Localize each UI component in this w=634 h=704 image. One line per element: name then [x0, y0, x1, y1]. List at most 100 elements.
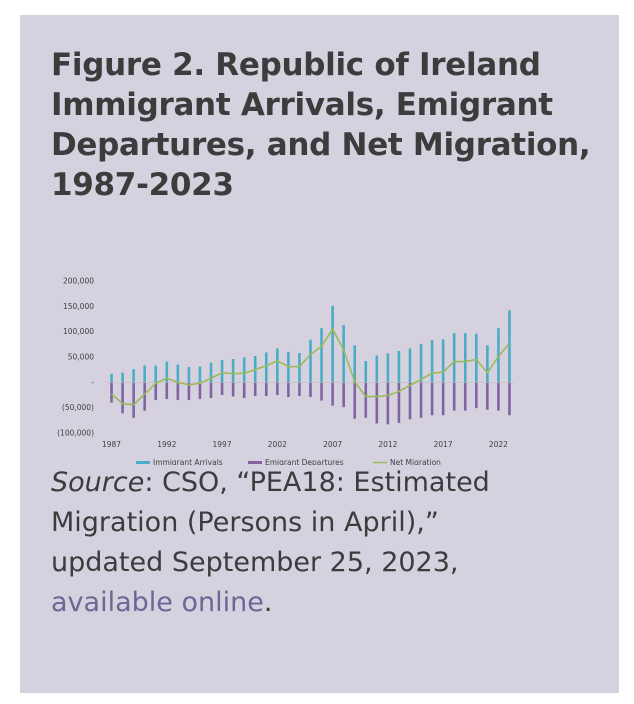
bar-emigrant-departures-1995 [198, 382, 202, 400]
source-line-2: Migration (Persons in April),” [51, 507, 439, 538]
bar-emigrant-departures-1993 [176, 382, 180, 401]
bar-emigrant-departures-2007 [331, 382, 334, 406]
source-end-period: . [263, 587, 273, 618]
x-tick-label: 1997 [213, 440, 232, 449]
bar-emigrant-departures-2008 [342, 382, 345, 408]
bar-emigrant-departures-1989 [132, 382, 135, 418]
source-line-1-rest: : CSO, “PEA18: Estimated [144, 467, 490, 498]
bar-immigrant-arrivals-2014 [408, 348, 412, 383]
bar-immigrant-arrivals-2010 [364, 361, 368, 383]
bar-immigrant-arrivals-1998 [231, 359, 235, 383]
bar-emigrant-departures-1992 [165, 382, 169, 400]
y-tick-label: 50,000 [68, 353, 94, 362]
bar-emigrant-departures-2002 [276, 382, 279, 395]
bar-emigrant-departures-1996 [209, 382, 213, 399]
bar-immigrant-arrivals-2022 [497, 328, 500, 383]
bar-immigrant-arrivals-2023 [508, 310, 511, 383]
x-tick-label: 1987 [102, 440, 121, 449]
bar-immigrant-arrivals-2021 [486, 345, 489, 383]
bar-emigrant-departures-2011 [375, 382, 379, 424]
source-line-1: Source: CSO, “PEA18: Estimated [51, 463, 591, 503]
bar-immigrant-arrivals-1990 [143, 365, 146, 383]
bar-emigrant-departures-1997 [220, 382, 224, 395]
y-axis-tick-labels: 200,000 150,000 100,000 50,000 - (50,000) (100… [57, 277, 94, 438]
bar-immigrant-arrivals-1988 [121, 372, 124, 383]
title-line-4: 1987-2023 [51, 167, 234, 203]
bar-emigrant-departures-2000 [253, 382, 257, 397]
bar-series [110, 305, 511, 425]
bar-immigrant-arrivals-1997 [220, 360, 224, 383]
x-tick-label: 2007 [323, 440, 342, 449]
bar-immigrant-arrivals-2004 [298, 352, 301, 383]
available-online-link[interactable]: available online [51, 587, 264, 618]
migration-chart: 200,000 150,000 100,000 50,000 - (50,000) (100… [57, 277, 515, 465]
bar-emigrant-departures-1994 [187, 382, 191, 401]
bar-emigrant-departures-2015 [419, 382, 423, 418]
bar-emigrant-departures-2005 [309, 382, 312, 398]
title-line-1: Figure 2. Republic of Ireland [51, 47, 541, 83]
bar-immigrant-arrivals-2013 [397, 350, 401, 383]
bar-emigrant-departures-2006 [320, 382, 323, 401]
bar-emigrant-departures-2017 [441, 382, 445, 416]
bar-emigrant-departures-1999 [242, 382, 246, 399]
bar-immigrant-arrivals-2008 [342, 325, 345, 383]
bar-immigrant-arrivals-2011 [375, 355, 379, 383]
bar-immigrant-arrivals-2009 [353, 345, 357, 383]
bar-emigrant-departures-2003 [287, 382, 290, 398]
bar-immigrant-arrivals-2001 [264, 352, 268, 383]
x-axis-tick-labels: 1987 1992 1997 2002 2007 2012 2017 2022 [102, 440, 508, 449]
bar-emigrant-departures-2021 [486, 382, 489, 410]
legend-swatch-emigrant-departures [248, 461, 262, 464]
bar-emigrant-departures-2010 [364, 382, 368, 418]
figure-card: Figure 2. Republic of Ireland Immigrant … [20, 15, 619, 693]
chart-legend: Immigrant Arrivals Emigrant Departures Net… [136, 458, 441, 465]
bar-emigrant-departures-2023 [508, 382, 511, 416]
source-note: Source: CSO, “PEA18: Estimated Migration… [51, 463, 591, 623]
legend-label-net-migration: Net Migration [390, 458, 441, 465]
bar-immigrant-arrivals-2012 [386, 353, 390, 383]
y-tick-label: 100,000 [63, 327, 94, 336]
bar-emigrant-departures-1988 [121, 382, 124, 414]
bar-immigrant-arrivals-2017 [441, 339, 445, 383]
bar-emigrant-departures-2016 [430, 382, 434, 416]
bar-immigrant-arrivals-2015 [419, 343, 423, 383]
bar-immigrant-arrivals-1993 [176, 364, 180, 383]
bar-emigrant-departures-2018 [452, 382, 456, 411]
bar-emigrant-departures-1987 [110, 382, 113, 403]
bar-immigrant-arrivals-1996 [209, 362, 213, 383]
x-tick-label: 2002 [268, 440, 287, 449]
x-tick-label: 2022 [489, 440, 508, 449]
bar-emigrant-departures-2022 [497, 382, 500, 411]
bar-immigrant-arrivals-2018 [452, 333, 456, 383]
y-tick-label: - [91, 378, 94, 387]
figure-title: Figure 2. Republic of Ireland Immigrant … [51, 45, 591, 205]
y-tick-label: 200,000 [63, 277, 94, 286]
bar-immigrant-arrivals-1995 [198, 366, 202, 383]
bar-immigrant-arrivals-1994 [187, 367, 191, 383]
x-tick-label: 2017 [434, 440, 453, 449]
bar-immigrant-arrivals-2016 [430, 340, 434, 383]
bar-emigrant-departures-2014 [408, 382, 412, 420]
bar-emigrant-departures-2009 [353, 382, 357, 419]
bar-immigrant-arrivals-1987 [110, 373, 113, 383]
y-tick-label: 150,000 [63, 302, 94, 311]
bar-emigrant-departures-2012 [386, 382, 390, 425]
title-line-3: Departures, and Net Migration, [51, 127, 591, 163]
source-line-4: available online. [51, 583, 591, 623]
legend-swatch-immigrant-arrivals [136, 461, 150, 464]
bar-immigrant-arrivals-1989 [132, 369, 135, 383]
bar-emigrant-departures-2004 [298, 382, 301, 397]
bar-immigrant-arrivals-1999 [242, 357, 246, 383]
bar-emigrant-departures-1990 [143, 382, 146, 411]
bar-immigrant-arrivals-2020 [475, 333, 478, 383]
bar-immigrant-arrivals-2007 [331, 305, 334, 383]
series-line-net-migration [111, 327, 511, 406]
bar-immigrant-arrivals-1991 [154, 365, 158, 383]
bar-immigrant-arrivals-2005 [309, 339, 312, 383]
bar-immigrant-arrivals-2019 [463, 333, 467, 383]
bar-immigrant-arrivals-2002 [276, 348, 279, 383]
title-line-2: Immigrant Arrivals, Emigrant [51, 87, 553, 123]
bar-emigrant-departures-2020 [475, 382, 478, 409]
bar-immigrant-arrivals-2006 [320, 328, 323, 383]
y-tick-label: (50,000) [62, 403, 94, 412]
